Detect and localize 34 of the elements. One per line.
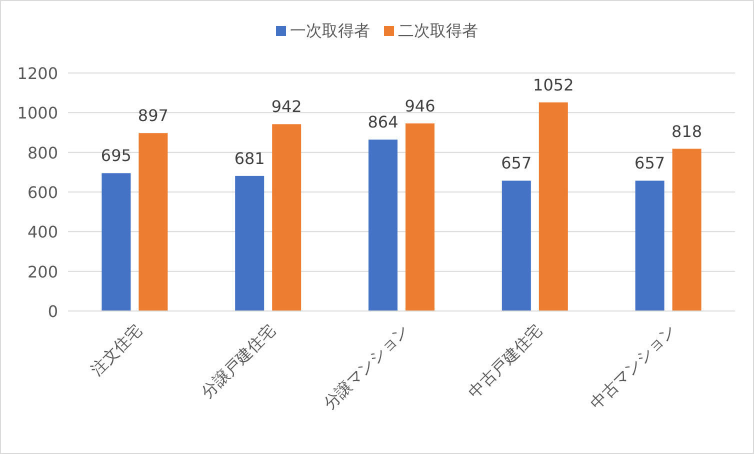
- bar: [368, 140, 398, 311]
- y-tick-label: 600: [27, 183, 58, 202]
- bar: [406, 123, 434, 311]
- y-tick-label: 200: [27, 262, 58, 282]
- x-tick-label: 分譲マンション: [320, 320, 412, 414]
- y-tick-label: 0: [48, 302, 58, 321]
- y-tick-label: 400: [27, 222, 58, 242]
- bar: [235, 176, 264, 311]
- x-tick-label: 中古戸建住宅: [464, 320, 546, 402]
- data-label: 681: [234, 148, 265, 168]
- x-tick-label: 分譲戸建住宅: [198, 320, 279, 402]
- x-tick-label: 注文住宅: [86, 320, 146, 380]
- bar: [102, 173, 131, 311]
- y-tick-label: 1200: [17, 64, 58, 83]
- y-tick-label: 1000: [17, 104, 58, 123]
- data-label: 942: [271, 97, 302, 116]
- x-tick-label: 中古マンション: [586, 320, 680, 414]
- bar: [635, 180, 664, 311]
- data-label: 818: [672, 122, 702, 141]
- legend-label: 一次取得者: [290, 21, 370, 40]
- data-label: 864: [368, 112, 398, 132]
- bar: [502, 180, 531, 311]
- data-label: 695: [100, 146, 132, 166]
- legend-label: 二次取得者: [398, 21, 478, 40]
- bar: [138, 133, 168, 311]
- y-tick-label: 800: [27, 143, 58, 162]
- bar: [538, 102, 568, 311]
- data-label: 897: [138, 106, 168, 126]
- data-label: 946: [404, 96, 436, 116]
- bar: [672, 148, 702, 311]
- data-label: 657: [501, 154, 532, 173]
- data-label: 1052: [533, 75, 574, 94]
- bar: [272, 124, 302, 311]
- data-label: 657: [634, 154, 666, 173]
